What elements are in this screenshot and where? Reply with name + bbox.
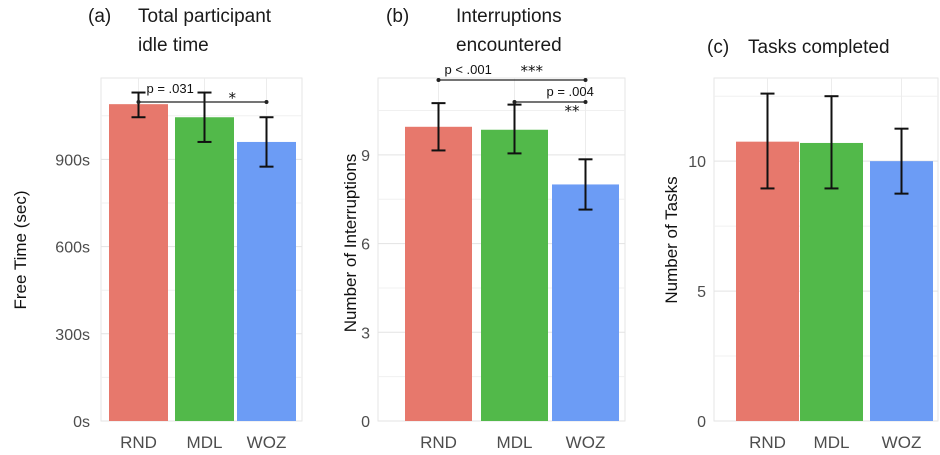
panel-a-title: Total participant <box>138 6 272 27</box>
panel-b-sig-label: p = .004 <box>547 84 594 99</box>
panel-b-tag: (b) <box>386 6 409 27</box>
panel-b-sig-bracket-end <box>583 100 588 104</box>
panel-c-title: Tasks completed <box>748 37 890 58</box>
panel-b-ytick-label: 3 <box>361 325 370 342</box>
panel-a-title: idle time <box>138 35 209 56</box>
panel-b-sig-stars: *** <box>521 62 544 80</box>
panel-b-sig-bracket-end <box>512 100 517 104</box>
panel-c-xtick-label: WOZ <box>882 433 922 452</box>
panel-a-xtick-label: RND <box>120 433 157 452</box>
panel-c-ylabel: Number of Tasks <box>662 176 681 303</box>
panel-a-ytick-label: 0s <box>73 414 90 431</box>
panel-b-title: Interruptions <box>456 6 562 27</box>
panel-c-ytick-label: 0 <box>697 414 706 431</box>
panel-b-ylabel: Number of Interruptions <box>341 154 360 333</box>
panel-c-bar-woz <box>870 161 933 421</box>
panel-a-ylabel: Free Time (sec) <box>11 190 30 309</box>
panel-a-bar-woz <box>237 141 296 421</box>
panel-a-ytick-label: 600s <box>55 240 90 257</box>
panel-a-sig-label: p = .031 <box>147 81 194 96</box>
panel-a-bar-mdl <box>175 117 234 422</box>
panel-b-sig-bracket-end <box>436 78 441 82</box>
panel-b-bar-mdl <box>481 129 548 421</box>
panel-b-xtick-label: WOZ <box>566 433 606 452</box>
panel-a-ytick-label: 300s <box>55 327 90 344</box>
panel-b-ytick-label: 9 <box>361 148 370 165</box>
panel-b-xtick-label: MDL <box>497 433 533 452</box>
panel-c-xtick-label: RND <box>749 433 786 452</box>
panel-c-tag: (c) <box>707 37 729 58</box>
panel-b-ytick-label: 0 <box>361 414 370 431</box>
panel-c-xtick-label: MDL <box>814 433 850 452</box>
panel-a-sig-stars: * <box>229 89 237 107</box>
panel-a-tag: (a) <box>88 6 111 27</box>
panel-b-ytick-label: 6 <box>361 237 370 254</box>
panel-b-sig-label: p < .001 <box>445 62 492 77</box>
panel-b-sig-bracket-end <box>583 78 588 82</box>
panel-a-sig-bracket-end <box>264 100 269 104</box>
panel-b-sig-stars: ** <box>565 102 581 120</box>
panel-b-bar-woz <box>552 184 619 421</box>
panel-a-xtick-label: MDL <box>187 433 223 452</box>
panel-b-title: encountered <box>456 35 562 56</box>
panel-b-xtick-label: RND <box>420 433 457 452</box>
panel-b-bar-rnd <box>405 126 472 422</box>
panel-a-xtick-label: WOZ <box>247 433 287 452</box>
panel-c-ytick-label: 5 <box>697 284 706 301</box>
panel-a-sig-bracket-end <box>136 100 141 104</box>
panel-a-ytick-label: 900s <box>55 152 90 169</box>
panel-c-ytick-label: 10 <box>688 154 706 171</box>
panel-a-bar-rnd <box>109 104 168 422</box>
